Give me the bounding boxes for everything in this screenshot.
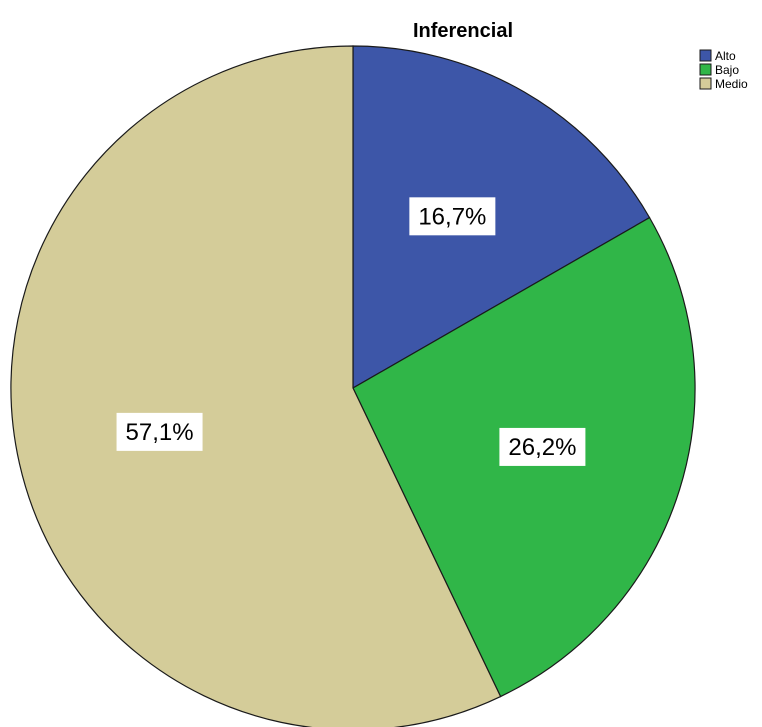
legend-label-medio: Medio [715,77,748,91]
pie-slices [10,45,696,727]
pie-slice-alto [352,45,651,390]
slice-labels: 16,7% 26,2% 57,1% [116,197,586,466]
legend-swatch-bajo [699,63,712,76]
slice-label-text: 57,1% [126,419,194,446]
slice-label-medio: 57,1% [116,412,203,451]
legend-swatch-alto [699,49,712,62]
pie-slice-medio [10,45,502,727]
legend-swatch-medio [699,77,712,90]
slice-label-text: 26,2% [508,434,576,461]
slice-label-background [499,427,586,466]
slice-label-alto: 16,7% [409,197,496,236]
slice-label-bajo: 26,2% [499,427,586,466]
slice-label-background [409,197,496,236]
chart-title: Inferencial [413,20,513,42]
slice-label-background [116,412,203,451]
legend-label-alto: Alto [715,49,736,63]
legend-label-bajo: Bajo [715,63,739,77]
slice-label-text: 16,7% [418,203,486,230]
